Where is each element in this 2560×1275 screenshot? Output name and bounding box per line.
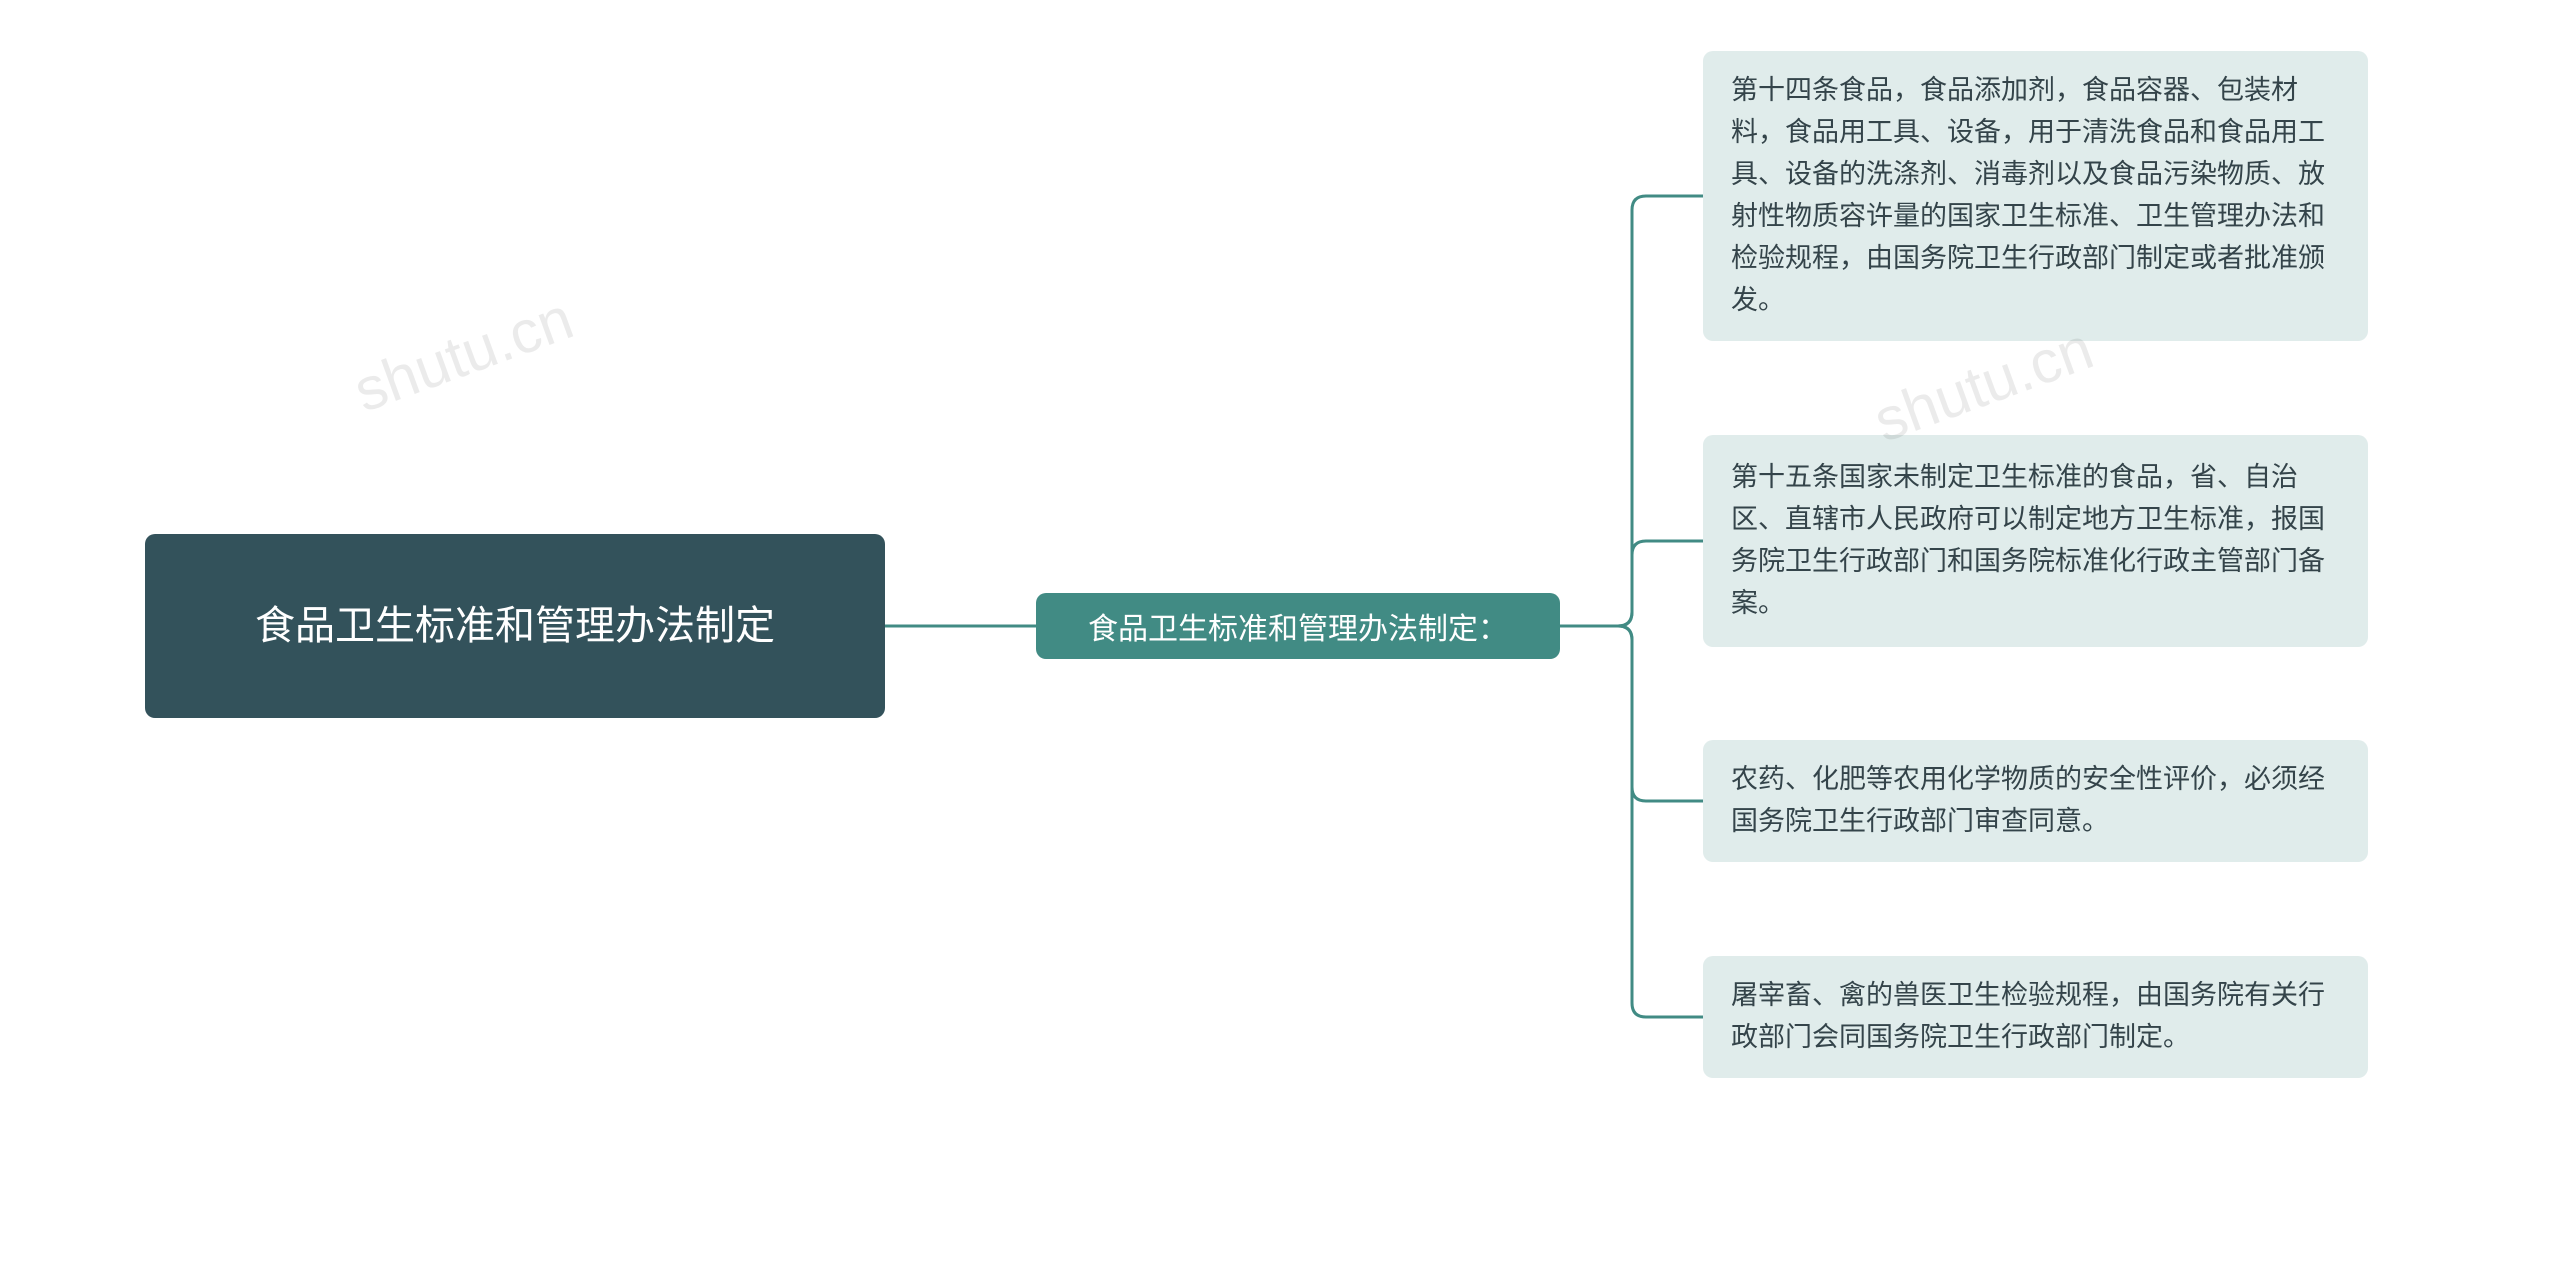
watermark: shutu.cn bbox=[345, 283, 582, 425]
leaf-node: 第十五条国家未制定卫生标准的食品，省、自治区、直辖市人民政府可以制定地方卫生标准… bbox=[1703, 435, 2368, 647]
root-node: 食品卫生标准和管理办法制定 bbox=[145, 534, 885, 718]
branch-text: 食品卫生标准和管理办法制定： bbox=[1088, 604, 1508, 648]
root-text: 食品卫生标准和管理办法制定 bbox=[255, 596, 775, 656]
leaf-text: 农药、化肥等农用化学物质的安全性评价，必须经国务院卫生行政部门审查同意。 bbox=[1731, 759, 2340, 843]
leaf-text: 第十四条食品，食品添加剂，食品容器、包装材料，食品用工具、设备，用于清洗食品和食… bbox=[1731, 70, 2340, 321]
leaf-text: 屠宰畜、禽的兽医卫生检验规程，由国务院有关行政部门会同国务院卫生行政部门制定。 bbox=[1731, 975, 2340, 1059]
leaf-node: 屠宰畜、禽的兽医卫生检验规程，由国务院有关行政部门会同国务院卫生行政部门制定。 bbox=[1703, 956, 2368, 1078]
leaf-node: 农药、化肥等农用化学物质的安全性评价，必须经国务院卫生行政部门审查同意。 bbox=[1703, 740, 2368, 862]
leaf-node: 第十四条食品，食品添加剂，食品容器、包装材料，食品用工具、设备，用于清洗食品和食… bbox=[1703, 51, 2368, 341]
leaf-text: 第十五条国家未制定卫生标准的食品，省、自治区、直辖市人民政府可以制定地方卫生标准… bbox=[1731, 457, 2340, 624]
branch-node: 食品卫生标准和管理办法制定： bbox=[1036, 593, 1560, 659]
